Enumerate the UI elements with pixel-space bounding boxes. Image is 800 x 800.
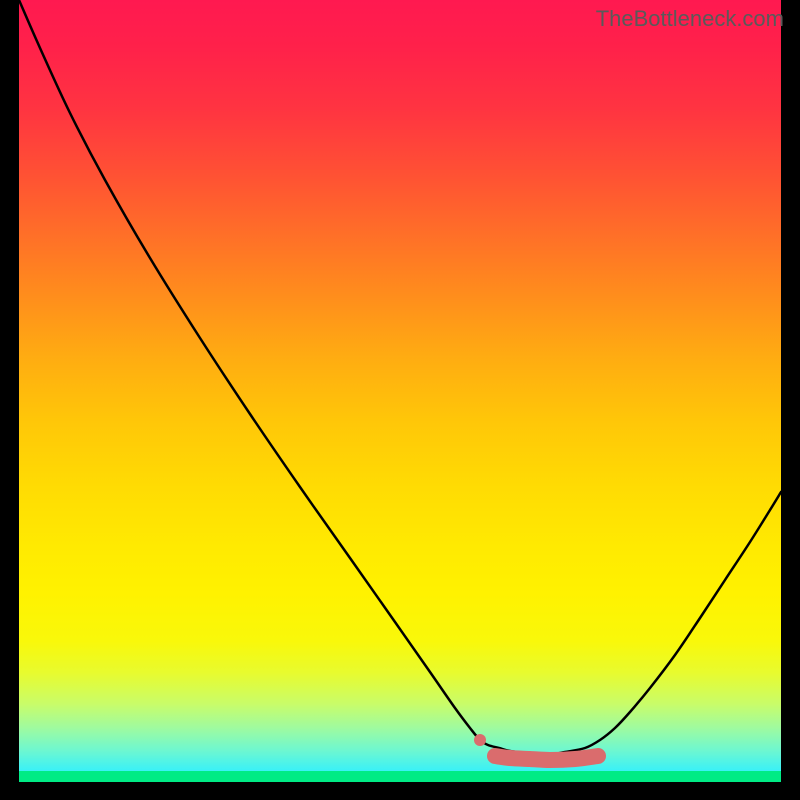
- chart-plot-area: [19, 0, 781, 782]
- marker-dot: [474, 734, 486, 746]
- bottleneck-chart-svg: [19, 0, 781, 782]
- watermark-text: TheBottleneck.com: [596, 6, 784, 32]
- green-floor: [19, 771, 781, 782]
- optimal-range-band: [495, 756, 598, 760]
